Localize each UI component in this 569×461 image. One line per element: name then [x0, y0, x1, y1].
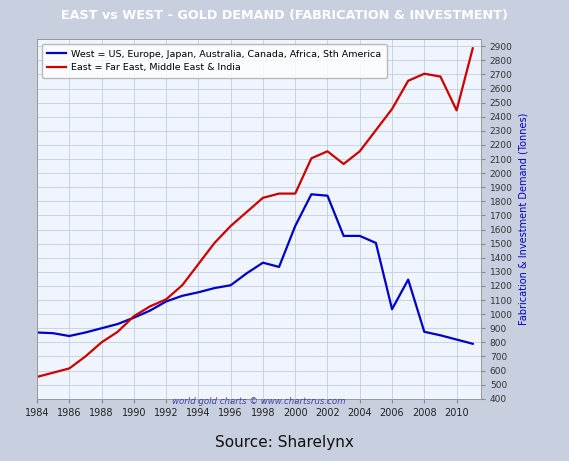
- East = Far East, Middle East & India: [130, 313, 137, 319]
- East = Far East, Middle East & India: [389, 106, 395, 112]
- West = US, Europe, Japan, Australia, Canada, Africa, Sth America: [163, 299, 170, 304]
- Text: world gold charts © www.chartsrus.com: world gold charts © www.chartsrus.com: [172, 396, 345, 406]
- West = US, Europe, Japan, Australia, Canada, Africa, Sth America: [437, 332, 444, 338]
- West = US, Europe, Japan, Australia, Canada, Africa, Sth America: [195, 290, 202, 295]
- East = Far East, Middle East & India: [308, 155, 315, 161]
- West = US, Europe, Japan, Australia, Canada, Africa, Sth America: [389, 307, 395, 312]
- East = Far East, Middle East & India: [82, 354, 89, 359]
- West = US, Europe, Japan, Australia, Canada, Africa, Sth America: [453, 337, 460, 343]
- East = Far East, Middle East & India: [259, 195, 266, 201]
- West = US, Europe, Japan, Australia, Canada, Africa, Sth America: [292, 223, 299, 229]
- West = US, Europe, Japan, Australia, Canada, Africa, Sth America: [179, 293, 185, 299]
- West = US, Europe, Japan, Australia, Canada, Africa, Sth America: [340, 233, 347, 239]
- East = Far East, Middle East & India: [469, 46, 476, 51]
- East = Far East, Middle East & India: [292, 191, 299, 196]
- Text: EAST vs WEST - GOLD DEMAND (FABRICATION & INVESTMENT): EAST vs WEST - GOLD DEMAND (FABRICATION …: [61, 9, 508, 22]
- West = US, Europe, Japan, Australia, Canada, Africa, Sth America: [469, 341, 476, 347]
- East = Far East, Middle East & India: [356, 148, 363, 154]
- East = Far East, Middle East & India: [66, 366, 73, 371]
- East = Far East, Middle East & India: [211, 240, 218, 246]
- East = Far East, Middle East & India: [34, 374, 40, 380]
- West = US, Europe, Japan, Australia, Canada, Africa, Sth America: [66, 333, 73, 339]
- West = US, Europe, Japan, Australia, Canada, Africa, Sth America: [259, 260, 266, 266]
- East = Far East, Middle East & India: [324, 148, 331, 154]
- West = US, Europe, Japan, Australia, Canada, Africa, Sth America: [405, 277, 411, 283]
- East = Far East, Middle East & India: [163, 296, 170, 302]
- East = Far East, Middle East & India: [179, 283, 185, 288]
- East = Far East, Middle East & India: [437, 74, 444, 79]
- West = US, Europe, Japan, Australia, Canada, Africa, Sth America: [244, 271, 250, 276]
- East = Far East, Middle East & India: [244, 209, 250, 215]
- West = US, Europe, Japan, Australia, Canada, Africa, Sth America: [373, 240, 380, 246]
- West = US, Europe, Japan, Australia, Canada, Africa, Sth America: [114, 321, 121, 327]
- East = Far East, Middle East & India: [147, 304, 154, 309]
- East = Far East, Middle East & India: [373, 127, 380, 133]
- Y-axis label: Fabrication & Investment Demand (Tonnes): Fabrication & Investment Demand (Tonnes): [518, 113, 529, 325]
- West = US, Europe, Japan, Australia, Canada, Africa, Sth America: [98, 325, 105, 331]
- West = US, Europe, Japan, Australia, Canada, Africa, Sth America: [275, 264, 282, 270]
- Line: West = US, Europe, Japan, Australia, Canada, Africa, Sth America: West = US, Europe, Japan, Australia, Can…: [37, 194, 473, 344]
- West = US, Europe, Japan, Australia, Canada, Africa, Sth America: [227, 283, 234, 288]
- West = US, Europe, Japan, Australia, Canada, Africa, Sth America: [50, 331, 56, 336]
- West = US, Europe, Japan, Australia, Canada, Africa, Sth America: [308, 191, 315, 197]
- East = Far East, Middle East & India: [227, 223, 234, 229]
- East = Far East, Middle East & India: [453, 107, 460, 113]
- East = Far East, Middle East & India: [114, 329, 121, 335]
- East = Far East, Middle East & India: [195, 261, 202, 267]
- West = US, Europe, Japan, Australia, Canada, Africa, Sth America: [82, 330, 89, 335]
- West = US, Europe, Japan, Australia, Canada, Africa, Sth America: [147, 308, 154, 313]
- West = US, Europe, Japan, Australia, Canada, Africa, Sth America: [130, 315, 137, 320]
- Line: East = Far East, Middle East & India: East = Far East, Middle East & India: [37, 48, 473, 377]
- East = Far East, Middle East & India: [275, 191, 282, 196]
- West = US, Europe, Japan, Australia, Canada, Africa, Sth America: [34, 330, 40, 335]
- East = Far East, Middle East & India: [98, 340, 105, 345]
- West = US, Europe, Japan, Australia, Canada, Africa, Sth America: [324, 193, 331, 199]
- Legend: West = US, Europe, Japan, Australia, Canada, Africa, Sth America, East = Far Eas: West = US, Europe, Japan, Australia, Can…: [42, 44, 387, 78]
- West = US, Europe, Japan, Australia, Canada, Africa, Sth America: [211, 285, 218, 291]
- East = Far East, Middle East & India: [421, 71, 428, 77]
- West = US, Europe, Japan, Australia, Canada, Africa, Sth America: [356, 233, 363, 239]
- East = Far East, Middle East & India: [405, 78, 411, 83]
- Text: Source: Sharelynx: Source: Sharelynx: [215, 435, 354, 450]
- West = US, Europe, Japan, Australia, Canada, Africa, Sth America: [421, 329, 428, 335]
- East = Far East, Middle East & India: [340, 161, 347, 167]
- East = Far East, Middle East & India: [50, 370, 56, 375]
